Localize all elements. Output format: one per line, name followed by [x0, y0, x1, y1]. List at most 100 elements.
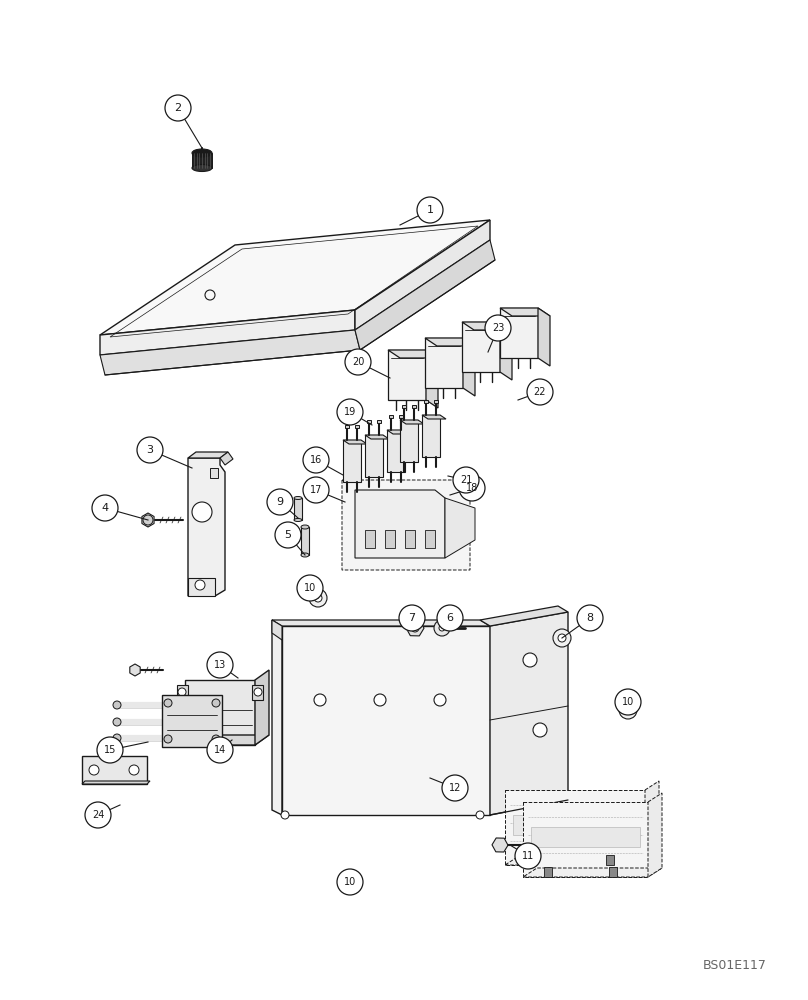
- Circle shape: [129, 765, 139, 775]
- Text: 14: 14: [214, 745, 226, 755]
- Circle shape: [281, 811, 289, 819]
- Circle shape: [558, 634, 566, 642]
- Ellipse shape: [113, 734, 121, 742]
- Polygon shape: [82, 756, 147, 784]
- Circle shape: [85, 802, 111, 828]
- Polygon shape: [505, 856, 659, 865]
- Polygon shape: [185, 680, 255, 745]
- Polygon shape: [505, 790, 645, 865]
- Circle shape: [523, 653, 537, 667]
- Polygon shape: [355, 220, 490, 330]
- Polygon shape: [462, 322, 512, 330]
- Polygon shape: [463, 338, 475, 396]
- Polygon shape: [426, 350, 438, 408]
- Circle shape: [192, 502, 212, 522]
- Circle shape: [619, 701, 637, 719]
- Polygon shape: [220, 452, 233, 465]
- Polygon shape: [523, 868, 662, 877]
- Ellipse shape: [192, 149, 212, 157]
- Text: 5: 5: [284, 530, 292, 540]
- Polygon shape: [192, 153, 212, 168]
- Polygon shape: [272, 620, 282, 815]
- Circle shape: [624, 706, 632, 714]
- Text: 10: 10: [622, 697, 634, 707]
- Polygon shape: [377, 420, 381, 423]
- Polygon shape: [425, 338, 463, 388]
- Polygon shape: [188, 452, 228, 458]
- Bar: [385, 530, 395, 548]
- Circle shape: [303, 477, 329, 503]
- Circle shape: [92, 495, 118, 521]
- Polygon shape: [500, 308, 538, 358]
- Circle shape: [309, 589, 327, 607]
- Circle shape: [411, 624, 419, 632]
- Circle shape: [345, 349, 371, 375]
- Polygon shape: [365, 435, 389, 439]
- Polygon shape: [523, 802, 648, 877]
- Polygon shape: [424, 400, 428, 403]
- Circle shape: [533, 723, 547, 737]
- Circle shape: [137, 437, 163, 463]
- Bar: [425, 530, 435, 548]
- Circle shape: [195, 580, 205, 590]
- Circle shape: [439, 625, 445, 631]
- Polygon shape: [480, 606, 568, 626]
- Text: 10: 10: [304, 583, 316, 593]
- Circle shape: [437, 605, 463, 631]
- Polygon shape: [188, 578, 215, 596]
- Bar: [526, 855, 534, 865]
- Polygon shape: [355, 490, 445, 558]
- Ellipse shape: [294, 518, 302, 522]
- Polygon shape: [177, 685, 188, 700]
- Text: 8: 8: [587, 613, 594, 623]
- Circle shape: [337, 399, 363, 425]
- Circle shape: [374, 694, 386, 706]
- Polygon shape: [500, 308, 550, 316]
- Circle shape: [97, 737, 123, 763]
- Circle shape: [399, 605, 425, 631]
- Ellipse shape: [113, 718, 121, 726]
- Polygon shape: [387, 430, 405, 472]
- Polygon shape: [355, 425, 359, 428]
- Circle shape: [207, 652, 233, 678]
- Polygon shape: [188, 458, 225, 596]
- Polygon shape: [422, 415, 440, 457]
- Text: 2: 2: [175, 103, 182, 113]
- Circle shape: [275, 522, 301, 548]
- Text: 20: 20: [351, 357, 364, 367]
- Text: 24: 24: [92, 810, 104, 820]
- Text: 9: 9: [276, 497, 284, 507]
- Polygon shape: [400, 420, 424, 424]
- Polygon shape: [445, 498, 475, 558]
- Ellipse shape: [192, 164, 212, 172]
- Circle shape: [165, 95, 191, 121]
- Circle shape: [254, 688, 262, 696]
- Polygon shape: [343, 440, 367, 444]
- Polygon shape: [388, 350, 438, 358]
- Polygon shape: [412, 405, 416, 408]
- Text: 11: 11: [522, 851, 534, 861]
- Ellipse shape: [301, 553, 309, 557]
- Circle shape: [417, 197, 443, 223]
- Circle shape: [527, 379, 553, 405]
- Bar: [531, 827, 640, 847]
- Polygon shape: [272, 620, 490, 626]
- Polygon shape: [387, 430, 411, 434]
- Circle shape: [297, 575, 323, 601]
- Circle shape: [143, 515, 153, 525]
- Text: 1: 1: [427, 205, 434, 215]
- Circle shape: [442, 775, 468, 801]
- Text: 22: 22: [534, 387, 546, 397]
- Bar: [606, 855, 614, 865]
- Polygon shape: [355, 240, 495, 350]
- Polygon shape: [365, 435, 383, 477]
- Polygon shape: [425, 338, 475, 346]
- Bar: [405, 530, 415, 548]
- Circle shape: [207, 737, 233, 763]
- Bar: [365, 530, 375, 548]
- Ellipse shape: [294, 496, 302, 499]
- Polygon shape: [345, 425, 349, 428]
- Polygon shape: [538, 308, 550, 366]
- Text: 4: 4: [102, 503, 108, 513]
- Circle shape: [164, 735, 172, 743]
